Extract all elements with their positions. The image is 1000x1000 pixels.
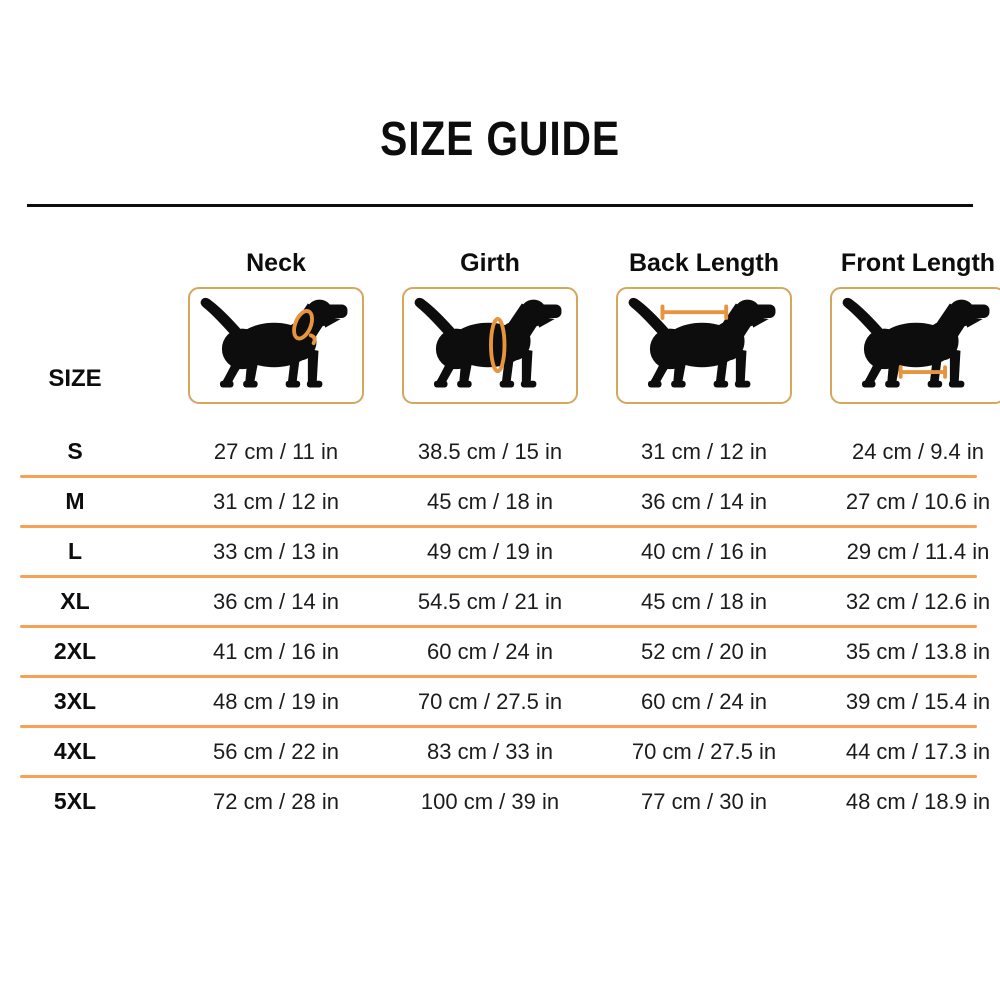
girth-value: 100 cm / 39 in <box>420 788 560 814</box>
table-row: XL 36 cm / 14 in 54.5 cm / 21 in 45 cm /… <box>0 578 1000 625</box>
back-length-illustration-box <box>616 287 792 404</box>
back-length-value: 60 cm / 24 in <box>641 688 767 714</box>
neck-value: 36 cm / 14 in <box>213 588 339 614</box>
table-row: 5XL 72 cm / 28 in 100 cm / 39 in 77 cm /… <box>0 778 1000 825</box>
column-header-girth: Girth <box>460 248 520 277</box>
girth-value: 60 cm / 24 in <box>427 638 553 664</box>
column-header-neck: Neck <box>246 248 306 277</box>
girth-value: 83 cm / 33 in <box>427 738 553 764</box>
back-length-value: 70 cm / 27.5 in <box>631 738 777 764</box>
girth-loop-marker <box>489 317 507 374</box>
size-label: S <box>67 438 83 464</box>
size-label: 2XL <box>53 638 97 664</box>
size-column-header: SIZE <box>48 365 102 392</box>
neck-value: 41 cm / 16 in <box>213 638 339 664</box>
row-divider <box>20 525 977 528</box>
back-length-value: 36 cm / 14 in <box>641 488 767 514</box>
row-divider <box>20 775 977 778</box>
column-header-front-length: Front Length <box>840 248 996 277</box>
girth-value: 54.5 cm / 21 in <box>417 588 563 614</box>
title-divider <box>27 204 973 207</box>
size-label: 5XL <box>53 788 97 814</box>
girth-value: 49 cm / 19 in <box>427 538 553 564</box>
neck-value: 33 cm / 13 in <box>213 538 339 564</box>
neck-loop-marker <box>292 309 317 346</box>
row-divider <box>20 725 977 728</box>
dog-girth-measure-icon <box>414 297 562 388</box>
back-length-value: 45 cm / 18 in <box>641 588 767 614</box>
dog-neck-measure-icon <box>200 297 348 388</box>
table-row: 3XL 48 cm / 19 in 70 cm / 27.5 in 60 cm … <box>0 678 1000 725</box>
dog-front-length-arrow-icon <box>842 297 990 388</box>
girth-value: 45 cm / 18 in <box>427 488 553 514</box>
girth-value: 38.5 cm / 15 in <box>417 438 563 464</box>
table-row: 2XL 41 cm / 16 in 60 cm / 24 in 52 cm / … <box>0 628 1000 675</box>
table-row: 4XL 56 cm / 22 in 83 cm / 33 in 70 cm / … <box>0 728 1000 775</box>
row-divider <box>20 475 977 478</box>
table-row: M 31 cm / 12 in 45 cm / 18 in 36 cm / 14… <box>0 478 1000 525</box>
front-length-value: 39 cm / 15.4 in <box>845 688 991 714</box>
front-length-illustration-box <box>830 287 1000 404</box>
front-length-value: 27 cm / 10.6 in <box>845 488 991 514</box>
size-table: Neck Girth Back Length Front Length SIZE <box>0 241 1000 825</box>
girth-value: 70 cm / 27.5 in <box>417 688 563 714</box>
back-length-value: 31 cm / 12 in <box>641 438 767 464</box>
front-length-value: 32 cm / 12.6 in <box>845 588 991 614</box>
table-header-row: Neck Girth Back Length Front Length <box>0 241 1000 285</box>
front-length-value: 24 cm / 9.4 in <box>851 438 985 464</box>
size-label: XL <box>60 588 90 614</box>
neck-value: 56 cm / 22 in <box>213 738 339 764</box>
front-length-value: 48 cm / 18.9 in <box>845 788 991 814</box>
back-length-value: 52 cm / 20 in <box>641 638 767 664</box>
back-length-arrow-marker <box>660 304 729 320</box>
size-label: 4XL <box>53 738 97 764</box>
dog-back-length-arrow-icon <box>628 297 776 388</box>
girth-illustration-box <box>402 287 578 404</box>
neck-value: 31 cm / 12 in <box>213 488 339 514</box>
column-header-back-length: Back Length <box>628 248 780 277</box>
neck-value: 48 cm / 19 in <box>213 688 339 714</box>
back-length-value: 40 cm / 16 in <box>641 538 767 564</box>
table-row: L 33 cm / 13 in 49 cm / 19 in 40 cm / 16… <box>0 528 1000 575</box>
page-title: SIZE GUIDE <box>380 113 620 166</box>
table-body: S 27 cm / 11 in 38.5 cm / 15 in 31 cm / … <box>0 428 1000 825</box>
front-length-arrow-marker <box>898 365 947 379</box>
front-length-value: 35 cm / 13.8 in <box>845 638 991 664</box>
row-divider <box>20 625 977 628</box>
illustration-row: SIZE <box>0 285 1000 407</box>
front-length-value: 44 cm / 17.3 in <box>845 738 991 764</box>
row-divider <box>20 675 977 678</box>
neck-illustration-box <box>188 287 364 404</box>
size-label: 3XL <box>53 688 97 714</box>
neck-value: 27 cm / 11 in <box>213 438 339 464</box>
size-label: L <box>67 538 83 564</box>
row-divider <box>20 575 977 578</box>
table-row: S 27 cm / 11 in 38.5 cm / 15 in 31 cm / … <box>0 428 1000 475</box>
size-label: M <box>65 488 85 514</box>
neck-value: 72 cm / 28 in <box>213 788 339 814</box>
back-length-value: 77 cm / 30 in <box>641 788 767 814</box>
front-length-value: 29 cm / 11.4 in <box>846 538 990 564</box>
